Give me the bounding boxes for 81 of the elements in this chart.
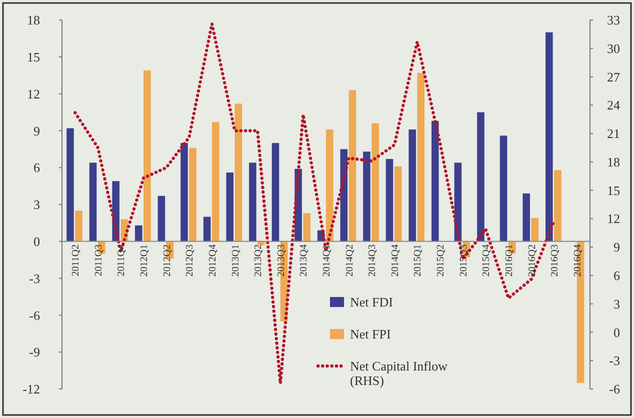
y-tick-label: 9: [34, 123, 40, 138]
bar: [372, 123, 379, 242]
x-tick-label: 2013Q1: [230, 244, 242, 277]
x-tick-label: 2015Q2: [436, 244, 447, 277]
bar: [417, 72, 424, 242]
x-tick-label: 2016Q4: [572, 244, 584, 277]
bar: [500, 136, 508, 242]
x-tick-label: 2015Q4: [481, 244, 492, 277]
bar: [386, 158, 394, 242]
y-tick-label: 3: [34, 197, 40, 212]
x-tick-label: 2015Q3: [458, 244, 470, 277]
bar: [546, 32, 553, 242]
y2-tick-label: 30: [607, 40, 620, 56]
legend-label: Net FDI: [350, 294, 393, 310]
bar: [66, 128, 74, 242]
x-tick-label: 2012Q1: [139, 244, 150, 277]
bar: [394, 166, 402, 242]
y2-tick-label: 21: [607, 126, 620, 142]
y2-tick-label: 6: [614, 268, 620, 284]
x-tick-label: 2011Q3: [93, 244, 104, 276]
bar: [144, 70, 151, 242]
x-tick-label: 2016Q2: [526, 244, 538, 277]
y-tick-label: 18: [27, 12, 40, 28]
y2-tick-label: 0: [614, 324, 620, 340]
x-tick-label: 2012Q4: [207, 244, 218, 277]
y2-tick-label: -6: [609, 382, 620, 397]
x-tick-label: 2014Q4: [390, 244, 401, 277]
legend-label: Net FPI: [350, 326, 391, 342]
x-tick-label: 2013Q3: [276, 244, 287, 277]
y-tick-label: 0: [34, 234, 40, 249]
bar: [431, 120, 439, 242]
y-tick-label: 6: [34, 160, 40, 176]
bar: [89, 162, 97, 242]
x-tick-label: 2012Q3: [184, 244, 196, 277]
bar: [477, 112, 484, 242]
y2-tick-label: -3: [609, 353, 620, 368]
x-tick-label: 2015Q1: [412, 244, 424, 277]
x-tick-label: 2014Q1: [322, 244, 332, 277]
bar: [348, 90, 356, 242]
x-tick-label: 2012Q2: [162, 244, 173, 277]
y-tick-label: -3: [29, 270, 40, 286]
y-tick-label: -9: [29, 344, 40, 360]
x-tick-label: 2013Q2: [253, 244, 264, 277]
y2-tick-label: 15: [607, 182, 620, 198]
y-tick-label: 12: [27, 86, 40, 102]
y-tick-label: -12: [22, 382, 40, 397]
bar: [75, 210, 82, 242]
y2-tick-label: 12: [607, 211, 620, 226]
bar: [203, 216, 211, 242]
x-tick-label: 2013Q4: [298, 244, 310, 277]
bar: [180, 143, 188, 242]
bar: [326, 129, 334, 242]
bar: [272, 143, 280, 242]
x-tick-label: 2014Q2: [344, 244, 356, 277]
bar: [408, 129, 416, 242]
y-tick-label: 15: [27, 49, 40, 64]
x-tick-label: 2011Q2: [70, 244, 82, 276]
bar: [522, 193, 530, 242]
x-tick-label: 2011Q4: [116, 244, 128, 276]
bar: [134, 225, 142, 242]
x-tick-label: 2016Q1: [504, 244, 515, 277]
bar: [158, 196, 166, 242]
y2-tick-label: 24: [607, 98, 620, 113]
y2-tick-label: 18: [607, 154, 620, 170]
y-tick-label: -6: [29, 308, 40, 323]
bar: [234, 104, 242, 242]
y2-tick-label: 27: [607, 69, 620, 84]
bar: [189, 148, 196, 242]
bar: [249, 162, 256, 242]
bar: [303, 213, 310, 242]
x-tick-label: 2014Q3: [367, 244, 378, 277]
y2-tick-label: 33: [607, 12, 620, 28]
x-tick-label: 2016Q3: [550, 244, 561, 277]
bar: [363, 152, 370, 242]
bar: [531, 218, 539, 242]
bar: [226, 172, 234, 242]
bar: [212, 122, 220, 242]
y2-tick-label: 3: [614, 296, 620, 312]
y2-tick-label: 9: [614, 240, 620, 255]
legend-label: Net Capital Inflow (RHS): [350, 358, 448, 388]
bar: [554, 170, 562, 242]
